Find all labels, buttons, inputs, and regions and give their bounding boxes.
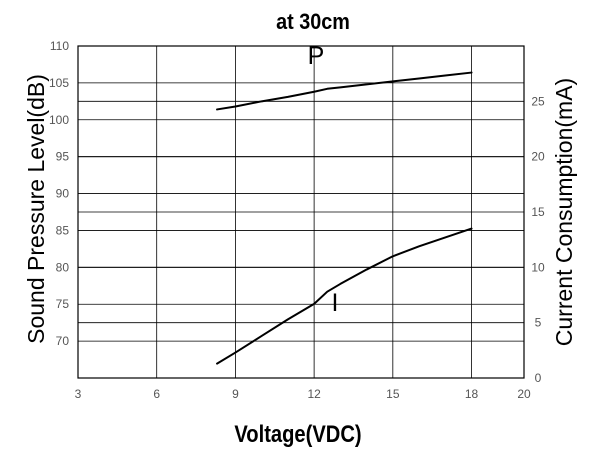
- y-right-tick-label: 25: [531, 94, 545, 108]
- axis-layer: [77, 45, 525, 379]
- left-y-axis-title: Sound Pressure Level(dB): [23, 74, 49, 344]
- y-left-tick-label: 90: [56, 187, 70, 201]
- y-left-tick-label: 105: [49, 76, 69, 90]
- y-right-tick-label: 20: [531, 150, 545, 164]
- series-line-p: [216, 71, 473, 111]
- right-y-axis-title: Current Consumption(mA): [551, 78, 577, 346]
- x-tick-label: 20: [517, 387, 531, 401]
- y-left-tick-label: 85: [56, 223, 70, 237]
- plot-frame: [77, 45, 525, 379]
- y-left-tick-label: 110: [50, 39, 69, 53]
- grid-layer: [78, 45, 524, 378]
- series-label-i: I: [332, 289, 339, 317]
- x-tick-label: 9: [232, 387, 239, 401]
- x-tick-label: 3: [75, 387, 82, 401]
- series-label-p: P: [308, 42, 325, 70]
- y-left-tick-label: 75: [56, 297, 70, 311]
- x-tick-label: 18: [465, 387, 479, 401]
- x-tick-label: 15: [386, 387, 400, 401]
- y-right-tick-label: 15: [531, 205, 545, 219]
- y-left-tick-label: 95: [56, 150, 70, 164]
- x-tick-label: 12: [307, 387, 321, 401]
- y-left-tick-label: 70: [56, 334, 70, 348]
- y-right-tick-label: 5: [535, 316, 542, 330]
- x-tick-label: 6: [153, 387, 160, 401]
- chart-title: at 30cm: [276, 10, 350, 34]
- y-right-tick-label: 0: [535, 371, 542, 385]
- x-axis-title: Voltage(VDC): [234, 420, 361, 447]
- series-line-i: [216, 227, 473, 365]
- y-left-tick-label: 100: [49, 113, 69, 127]
- y-right-tick-label: 10: [531, 260, 545, 274]
- series-layer: [216, 71, 473, 365]
- label-layer: 3 6 9 12 15 18 2011010510095908580757025201510…: [23, 10, 577, 447]
- y-left-tick-label: 80: [56, 260, 70, 274]
